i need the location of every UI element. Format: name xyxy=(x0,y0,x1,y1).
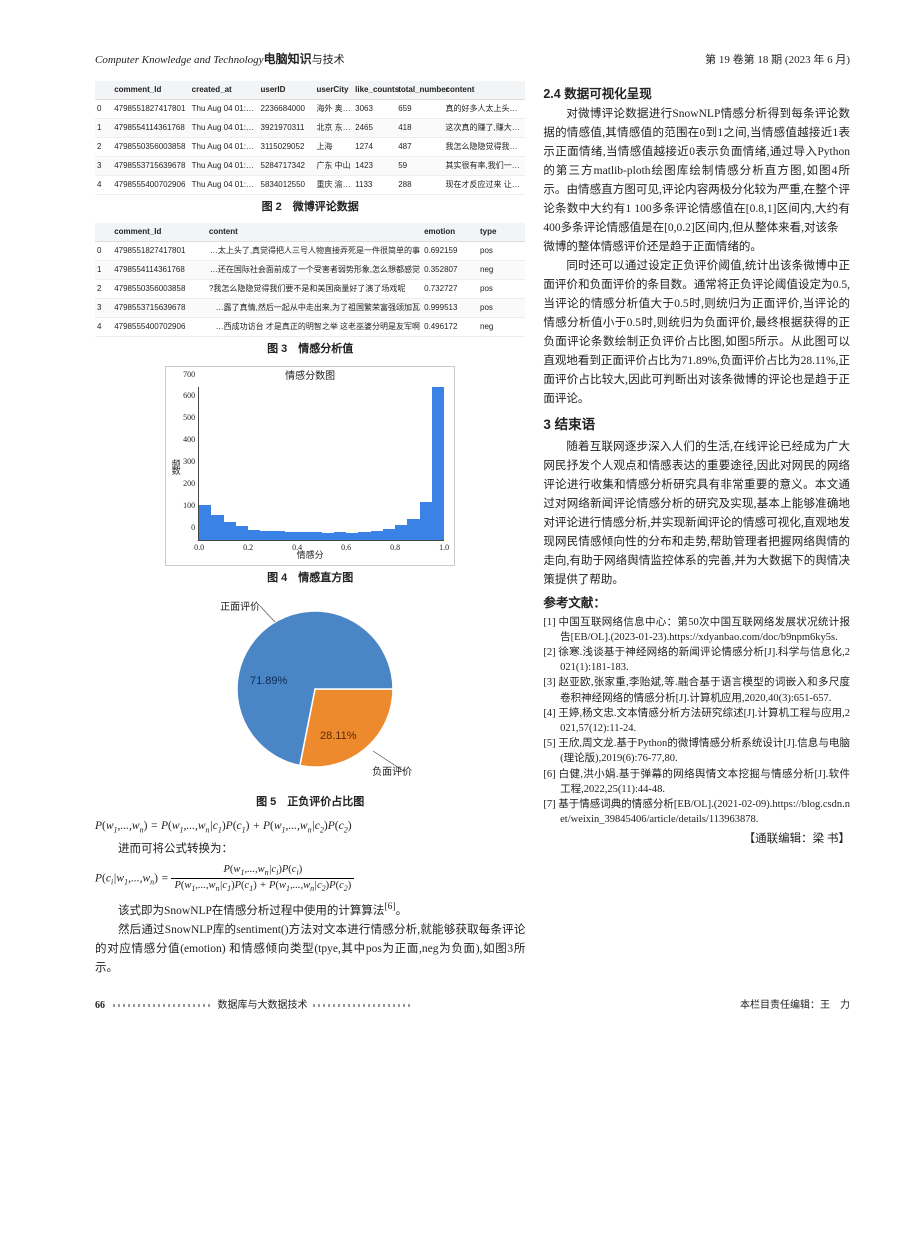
page-number: 66 xyxy=(95,1000,105,1011)
table-row: 14798554114361768Thu Aug 04 01:31:56 +08… xyxy=(95,118,525,137)
section-3-title: 3 结束语 xyxy=(543,415,850,435)
table-row: 04798551827417801真的好多人太上头了,真觉得把人三号人物直接弄死… xyxy=(95,242,525,261)
fig5-caption: 图 5 正负评价占比图 xyxy=(95,794,525,811)
references-list: [1] 中国互联网络信息中心：第50次中国互联网络发展状况统计报告[EB/OL]… xyxy=(543,615,850,828)
fig4-histogram: 情感分数图 01002003004005006007000.00.20.40.6… xyxy=(165,366,455,566)
table-header: like_counts xyxy=(353,81,396,100)
table-header: total_number xyxy=(396,81,443,100)
formula-2: P(ci|w1,...,wn) = P(w1,...,wn|ci)P(ci) P… xyxy=(95,863,525,895)
table-header: userCity xyxy=(314,81,353,100)
reference-item: [4] 王婷,杨文忠.文本情感分析方法研究综述[J].计算机工程与应用,2021… xyxy=(543,706,850,736)
reference-item: [1] 中国互联网络信息中心：第50次中国互联网络发展状况统计报告[EB/OL]… xyxy=(543,615,850,645)
section-2.4-p2: 同时还可以通过设定正负评价阈值,统计出该条微博中正面评价和负面评价的条目数。通常… xyxy=(543,257,850,409)
table-header: content xyxy=(207,223,422,242)
reference-item: [7] 基于情感词典的情感分析[EB/OL].(2021-02-09).http… xyxy=(543,797,850,827)
formula-lead: 进而可将公式转换为： xyxy=(95,840,525,859)
table-fig3: comment_Idcontentemotiontype 04798551827… xyxy=(95,223,525,337)
section-3-p1: 随着互联网逐步深入人们的生活,在线评论已经成为广大网民抒发个人观点和情感表达的重… xyxy=(543,438,850,590)
section-2.4-p1: 对微博评论数据进行SnowNLP情感分析得到每条评论数据的情感值,其情感值的范围… xyxy=(543,105,850,238)
after-formula-p2: 然后通过SnowNLP库的sentiment()方法对文本进行情感分析,就能够获… xyxy=(95,921,525,978)
table-header: type xyxy=(478,223,525,242)
reference-item: [2] 徐寒.浅谈基于神经网络的新闻评论情感分析[J].科学与信息化,2021(… xyxy=(543,645,850,675)
table-row: 04798551827417801Thu Aug 04 01:22:51 +08… xyxy=(95,99,525,118)
table-header: userID xyxy=(259,81,315,100)
table-row: 24798550356003858Thu Aug 04 01:17:00 +08… xyxy=(95,137,525,156)
fig4-title: 情感分数图 xyxy=(166,369,454,384)
table-header: comment_Id xyxy=(112,81,189,100)
footer-section: 数据库与大数据技术 xyxy=(218,1000,308,1011)
footer-editor: 本栏目责任编辑：王 力 xyxy=(740,998,850,1013)
table-header: comment_Id xyxy=(112,223,207,242)
table-header: created_at xyxy=(190,81,259,100)
editor-note: 【通联编辑：梁 书】 xyxy=(543,831,850,848)
after-formula-text: 该式即为SnowNLP在情感分析过程中使用的计算算法[6]。 xyxy=(95,899,525,921)
fig5-positive-label: 正面评价 xyxy=(220,600,260,615)
table-row: 34798553715639678其实很有率,我们一起参与这个事件,流露了真情,… xyxy=(95,299,525,318)
section-2.4-title: 2.4 数据可视化呈现 xyxy=(543,85,850,104)
fig4-xlabel: 情感分 xyxy=(166,549,454,563)
svg-text:28.11%: 28.11% xyxy=(320,730,357,742)
reference-item: [3] 赵亚欧,张家重,李贻斌,等.融合基于语言模型的词嵌入和多尺度卷积神经网络… xyxy=(543,675,850,705)
reference-item: [6] 白健,洪小娟.基于弹幕的网络舆情文本挖掘与情感分析[J].软件工程,20… xyxy=(543,767,850,797)
table-fig2: comment_Idcreated_atuserIDuserCitylike_c… xyxy=(95,81,525,195)
page-header-right: 第 19 卷第 18 期 (2023 年 6 月) xyxy=(705,52,850,69)
fig4-ylabel: 频数 xyxy=(168,459,182,473)
table-row: 24798550356003858我怎么隐隐觉得我们要不是和美国商量好了演了场戏… xyxy=(95,280,525,299)
formula-1: P(w1,...,wn) = P(w1,...,wn|c1)P(c1) + P(… xyxy=(95,818,525,836)
page-header-left: Computer Knowledge and Technology电脑知识与技术 xyxy=(95,50,345,69)
fig5-pie: 正面评价 71.89% 28.11% 负面评价 xyxy=(180,594,440,790)
table-header: emotion xyxy=(422,223,478,242)
table-header xyxy=(95,223,112,242)
references-title: 参考文献： xyxy=(543,594,850,613)
table-header: content xyxy=(444,81,526,100)
table-header xyxy=(95,81,112,100)
fig5-negative-label: 负面评价 xyxy=(372,765,412,780)
section-2.4-p1b: 微博的整体情感评价还是趋于正面情绪的。 xyxy=(543,238,850,257)
table-row: 44798555400702906现在才反应过来 让佩洛西成功访台 才是真正的明… xyxy=(95,318,525,337)
svg-text:71.89%: 71.89% xyxy=(250,675,288,687)
table-row: 34798553715639678Thu Aug 04 01:30:21 +08… xyxy=(95,156,525,175)
table-row: 14798554114361768这次真的赚了,赚大了,找到借口前推线统,还在国… xyxy=(95,261,525,280)
table-row: 44798555400702906Thu Aug 04 01:37:03 +08… xyxy=(95,175,525,194)
reference-item: [5] 王欣,周文龙.基于Python的微博情感分析系统设计[J].信息与电脑(… xyxy=(543,736,850,766)
fig2-caption: 图 2 微博评论数据 xyxy=(95,199,525,216)
fig3-caption: 图 3 情感分析值 xyxy=(95,341,525,358)
fig4-caption: 图 4 情感直方图 xyxy=(95,570,525,587)
